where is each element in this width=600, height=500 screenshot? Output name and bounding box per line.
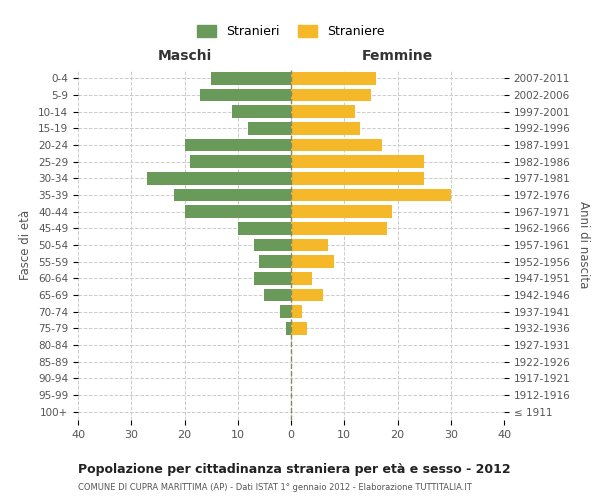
- Bar: [291, 138, 382, 151]
- Bar: [190, 156, 291, 168]
- Bar: [232, 106, 291, 118]
- Bar: [291, 156, 424, 168]
- Bar: [291, 272, 313, 284]
- Legend: Stranieri, Straniere: Stranieri, Straniere: [193, 20, 389, 43]
- Bar: [291, 256, 334, 268]
- Bar: [291, 322, 307, 334]
- Bar: [265, 289, 291, 301]
- Bar: [291, 222, 387, 234]
- Bar: [147, 172, 291, 184]
- Bar: [291, 306, 302, 318]
- Bar: [248, 122, 291, 134]
- Bar: [291, 106, 355, 118]
- Bar: [291, 239, 328, 251]
- Bar: [286, 322, 291, 334]
- Bar: [211, 72, 291, 85]
- Bar: [238, 222, 291, 234]
- Y-axis label: Anni di nascita: Anni di nascita: [577, 202, 590, 288]
- Bar: [254, 239, 291, 251]
- Text: COMUNE DI CUPRA MARITTIMA (AP) - Dati ISTAT 1° gennaio 2012 - Elaborazione TUTTI: COMUNE DI CUPRA MARITTIMA (AP) - Dati IS…: [78, 482, 472, 492]
- Bar: [291, 72, 376, 85]
- Bar: [291, 206, 392, 218]
- Bar: [200, 89, 291, 101]
- Bar: [291, 89, 371, 101]
- Bar: [291, 122, 360, 134]
- Bar: [174, 188, 291, 201]
- Bar: [291, 188, 451, 201]
- Bar: [291, 172, 424, 184]
- Bar: [291, 289, 323, 301]
- Text: Femmine: Femmine: [362, 49, 433, 63]
- Y-axis label: Fasce di età: Fasce di età: [19, 210, 32, 280]
- Text: Popolazione per cittadinanza straniera per età e sesso - 2012: Popolazione per cittadinanza straniera p…: [78, 462, 511, 475]
- Bar: [185, 206, 291, 218]
- Bar: [259, 256, 291, 268]
- Bar: [280, 306, 291, 318]
- Text: Maschi: Maschi: [157, 49, 212, 63]
- Bar: [254, 272, 291, 284]
- Bar: [185, 138, 291, 151]
